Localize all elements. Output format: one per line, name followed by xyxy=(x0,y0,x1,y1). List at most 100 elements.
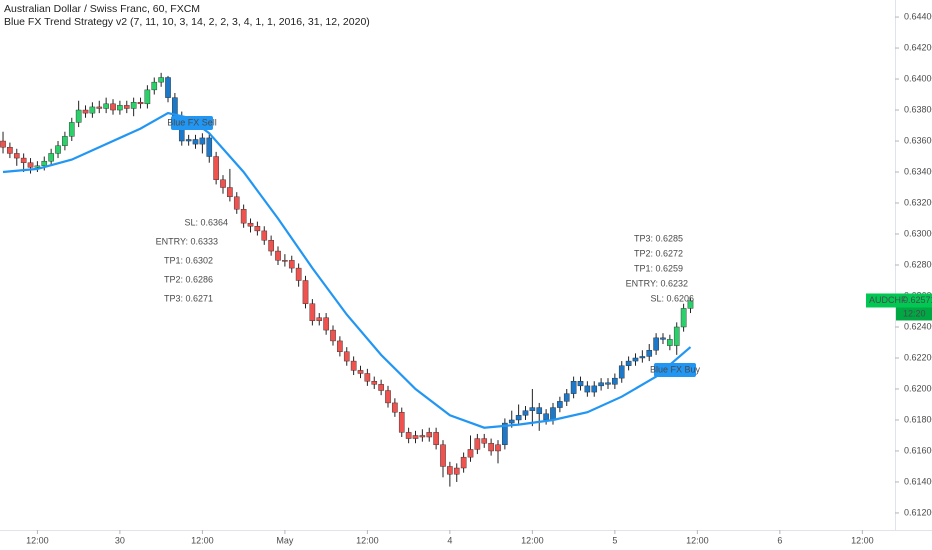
candle-body xyxy=(144,89,151,105)
x-tick-label: 5 xyxy=(612,535,617,545)
candle-body xyxy=(667,339,673,346)
candle-body xyxy=(206,137,213,157)
candle-body xyxy=(330,329,336,342)
level-label: ENTRY: 0.6333 xyxy=(156,236,218,246)
candle-body xyxy=(34,165,41,168)
x-tick-label: 12:00 xyxy=(686,535,709,545)
y-tick-label: 0.61200 xyxy=(904,507,932,517)
x-tick-label: 4 xyxy=(447,535,452,545)
candle-body xyxy=(158,77,164,83)
x-tick-label: 12:00 xyxy=(191,535,214,545)
candle-body xyxy=(0,140,6,148)
candle-body xyxy=(220,179,226,188)
level-label: SL: 0.6364 xyxy=(184,217,228,227)
candle-body xyxy=(453,467,460,475)
x-tick-label: 6 xyxy=(777,535,782,545)
candle-body xyxy=(41,160,48,167)
candle-body xyxy=(82,109,89,114)
candle-body xyxy=(288,260,295,269)
candle-body xyxy=(364,373,371,382)
moving-average xyxy=(2,111,692,429)
candle-body xyxy=(646,350,653,357)
candle-body xyxy=(27,162,34,168)
countdown-tag xyxy=(896,307,932,321)
x-tick-label: 12:00 xyxy=(521,535,544,545)
candle-body xyxy=(426,432,433,438)
candle-body xyxy=(48,153,54,162)
candle-body xyxy=(612,377,618,385)
candle-body xyxy=(343,351,350,362)
x-tick-label: 12:00 xyxy=(851,535,874,545)
candle-body xyxy=(405,432,412,439)
price-tag-symbol: AUDCHF xyxy=(869,295,907,305)
candle-body xyxy=(137,102,144,105)
candle-body xyxy=(295,267,302,281)
level-label: TP2: 0.6272 xyxy=(634,248,683,258)
candle-body xyxy=(240,209,247,224)
candle-body xyxy=(680,308,687,328)
candle-body xyxy=(309,303,316,321)
candle-body xyxy=(302,280,309,304)
signal-label: Blue FX Sell xyxy=(167,117,217,127)
candle-body xyxy=(598,382,604,387)
x-tick-label: 30 xyxy=(115,535,125,545)
candle-body xyxy=(618,365,625,379)
candle-body xyxy=(20,157,27,163)
candle-body xyxy=(337,340,343,352)
candle-body xyxy=(117,105,123,111)
candle-body xyxy=(605,382,611,385)
candle-body xyxy=(75,109,82,123)
level-label: SL: 0.6206 xyxy=(650,293,694,303)
level-label: ENTRY: 0.6232 xyxy=(626,278,688,288)
candle-body xyxy=(165,77,171,98)
candle-body xyxy=(536,407,543,414)
candle-body xyxy=(563,393,570,402)
candle-body xyxy=(371,381,378,385)
candle-body xyxy=(392,402,398,413)
candle-body xyxy=(62,136,68,146)
candle-body xyxy=(577,381,584,387)
candle-body xyxy=(378,384,384,391)
level-label: TP1: 0.6302 xyxy=(164,255,213,265)
candle-body xyxy=(419,435,426,438)
signal-label-box xyxy=(171,116,213,130)
candle-body xyxy=(495,444,501,452)
candle-body xyxy=(357,370,364,374)
candle-body xyxy=(673,326,680,346)
level-label: TP2: 0.6286 xyxy=(164,274,213,284)
candle-body xyxy=(316,317,323,321)
candle-body xyxy=(261,230,268,241)
candle-body xyxy=(7,147,13,154)
candle-body xyxy=(653,337,659,351)
candle-body xyxy=(282,260,288,262)
x-tick-label: May xyxy=(276,535,294,545)
candle-body xyxy=(557,401,563,408)
candle-body xyxy=(529,407,536,411)
candle-body xyxy=(412,435,419,439)
candle-body xyxy=(433,432,439,445)
candle-body xyxy=(543,413,549,421)
candle-body xyxy=(96,106,103,109)
candle-body xyxy=(55,145,61,154)
candle-body xyxy=(68,122,75,137)
candle-body xyxy=(247,222,254,227)
candle-body xyxy=(398,412,405,433)
level-label: TP3: 0.6285 xyxy=(634,233,683,243)
candle-body xyxy=(13,153,20,159)
candle-body xyxy=(584,385,591,393)
x-tick-label: 12:00 xyxy=(356,535,379,545)
candle-body xyxy=(323,317,329,331)
candle-body xyxy=(460,456,467,469)
candle-body xyxy=(268,240,274,252)
